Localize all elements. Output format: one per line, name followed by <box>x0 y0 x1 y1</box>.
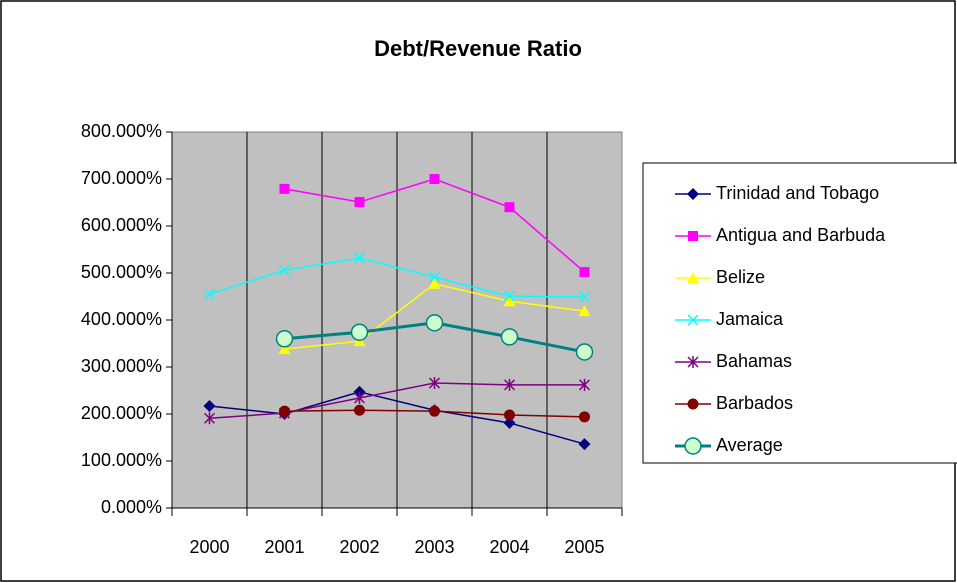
data-point <box>354 404 365 416</box>
series-line <box>209 391 585 445</box>
series-line <box>209 257 585 298</box>
y-tick-label: 400.000% <box>81 309 162 329</box>
data-point <box>504 202 515 213</box>
data-point <box>279 183 290 194</box>
data-point <box>503 378 516 391</box>
legend-label: Bahamas <box>716 351 792 371</box>
data-point <box>278 343 291 355</box>
legend-marker <box>688 231 698 241</box>
x-tick-label: 2000 <box>189 537 229 557</box>
series-line <box>209 382 585 419</box>
legend-label: Jamaica <box>716 309 784 329</box>
legend-label: Average <box>716 435 783 455</box>
data-point <box>579 411 590 423</box>
data-point <box>579 267 590 278</box>
legend-marker <box>687 314 699 326</box>
data-point <box>503 416 516 429</box>
legend-label: Belize <box>716 267 765 287</box>
y-tick-label: 500.000% <box>81 262 162 282</box>
legend-label: Antigua and Barbuda <box>716 225 886 245</box>
data-point <box>428 277 441 289</box>
x-tick-label: 2004 <box>489 537 529 557</box>
data-point <box>428 271 441 283</box>
data-point <box>503 295 516 307</box>
legend-marker <box>684 437 702 455</box>
data-point <box>354 197 365 208</box>
data-point <box>353 392 366 405</box>
legend-marker <box>687 398 699 410</box>
legend-marker <box>687 356 699 368</box>
data-point <box>578 378 591 391</box>
y-tick-label: 600.000% <box>81 215 162 235</box>
data-point <box>503 290 516 302</box>
legend-label: Barbados <box>716 393 793 413</box>
data-point <box>278 264 291 276</box>
data-point <box>279 405 290 417</box>
data-point <box>578 438 591 451</box>
data-point <box>203 288 216 300</box>
y-tick-label: 800.000% <box>81 121 162 141</box>
x-tick-label: 2001 <box>264 537 304 557</box>
data-point <box>203 400 216 413</box>
legend-marker <box>687 272 699 283</box>
data-point <box>429 405 440 417</box>
x-tick-label: 2005 <box>564 537 604 557</box>
y-tick-label: 100.000% <box>81 450 162 470</box>
legend-label: Trinidad and Tobago <box>716 183 879 203</box>
legend-marker <box>687 188 699 200</box>
data-point <box>353 252 366 264</box>
data-point <box>575 343 594 361</box>
x-tick-label: 2002 <box>339 537 379 557</box>
y-tick-label: 0.000% <box>101 497 162 517</box>
data-point <box>504 409 515 421</box>
data-point <box>578 305 591 317</box>
y-tick-label: 200.000% <box>81 403 162 423</box>
data-point <box>203 412 216 425</box>
data-point <box>350 323 369 341</box>
data-point <box>428 376 441 389</box>
x-tick-label: 2003 <box>414 537 454 557</box>
legend-box <box>642 162 957 464</box>
data-point <box>275 330 294 348</box>
chart-title: Debt/Revenue Ratio <box>374 36 582 61</box>
data-point <box>425 314 444 332</box>
y-tick-label: 300.000% <box>81 356 162 376</box>
y-tick-label: 700.000% <box>81 168 162 188</box>
data-point <box>578 291 591 303</box>
data-point <box>500 328 519 346</box>
data-point <box>429 174 440 184</box>
